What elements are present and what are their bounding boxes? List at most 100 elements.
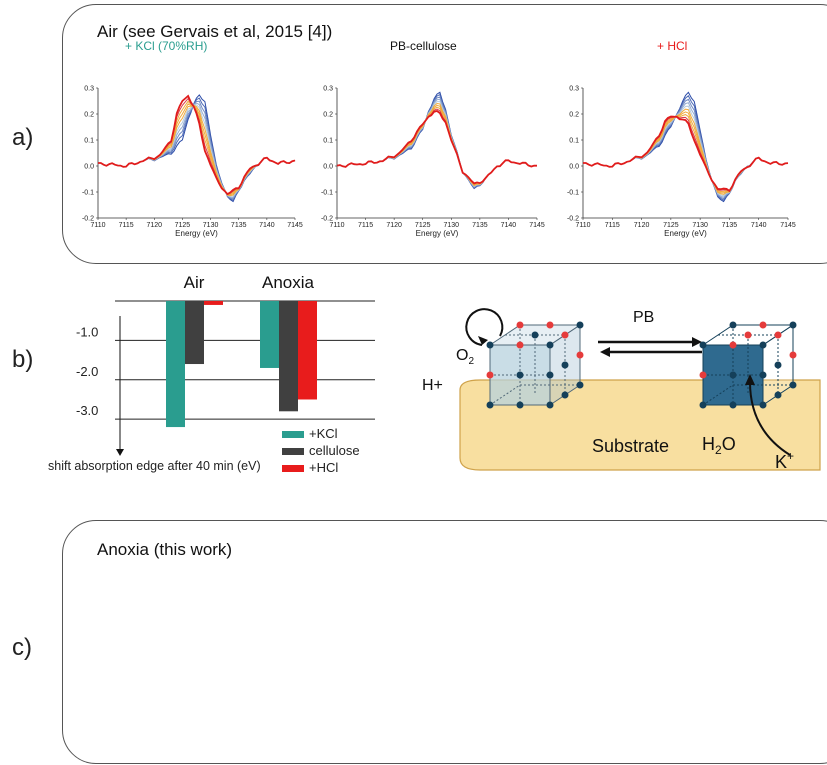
water-label: H2O bbox=[702, 434, 736, 457]
x-tick-label: 7115 bbox=[605, 222, 620, 229]
x-tick-label: 7140 bbox=[751, 222, 767, 229]
spectrum-curve-a3-7 bbox=[583, 114, 789, 193]
x-tick-label: 7115 bbox=[358, 222, 373, 229]
bar-group-label: Air bbox=[184, 273, 205, 292]
x-tick-label: 7120 bbox=[146, 222, 162, 229]
x-tick-label: 7135 bbox=[231, 222, 247, 229]
kplus-label: K+ bbox=[775, 449, 794, 472]
y-tick-label: 0.1 bbox=[569, 138, 579, 145]
panel-c-label: c) bbox=[12, 634, 32, 661]
y-tick-label: -0.1 bbox=[321, 190, 333, 197]
panel-a-title: Air (see Gervais et al, 2015 [4]) bbox=[97, 22, 333, 41]
x-tick-label: 7130 bbox=[443, 222, 459, 229]
legend-swatch-2 bbox=[282, 465, 304, 472]
y-tick-label: 0.2 bbox=[323, 112, 333, 119]
x-tick-label: 7125 bbox=[175, 222, 191, 229]
spectrum-curve-a2-5 bbox=[336, 102, 538, 187]
pb-label: PB bbox=[633, 309, 654, 326]
bar-chart-b: -1.0 -2.0 -3.0 Air Anoxia +KCl cellulose +HCl bbox=[76, 273, 375, 475]
x-tick-label: 7130 bbox=[692, 222, 708, 229]
y-tick-label: -0.1 bbox=[567, 190, 579, 197]
spectrum-curve-a2-3 bbox=[336, 98, 538, 188]
y-tick-label: 0.1 bbox=[84, 138, 94, 145]
x-tick-label: 7140 bbox=[259, 222, 275, 229]
pb-diagram: Substrate O2 H+ bbox=[422, 308, 821, 472]
bar-air-1 bbox=[185, 301, 204, 365]
o2-label: O2 bbox=[456, 347, 474, 367]
y-tick-label: -0.2 bbox=[321, 216, 333, 223]
legend-label-0: +KCl bbox=[309, 426, 338, 441]
spectrum-curve-a1-6 bbox=[98, 103, 296, 196]
spectrum-curve-a1-5 bbox=[98, 104, 296, 197]
spectrum-curve-a3-5 bbox=[583, 108, 789, 195]
spectrum-curve-a2-4 bbox=[336, 101, 538, 187]
x-tick-label: 7145 bbox=[287, 222, 303, 229]
panel-a-label: a) bbox=[12, 124, 34, 151]
legend-swatch-1 bbox=[282, 448, 304, 455]
bar-anoxia-2 bbox=[298, 301, 317, 400]
x-tick-label: 7110 bbox=[90, 222, 105, 229]
bar-group-label: Anoxia bbox=[262, 273, 315, 292]
bar-air-2 bbox=[204, 301, 223, 305]
plot-a3: + HCl -0.2 -0.1 0.0 0.1 0.2 0.3 7110 7115 7120 712… bbox=[567, 39, 796, 238]
plot-a1: + KCl (70%RH) -0.2 -0.1 0.0 0.1 0.2 0.3 7110 711… bbox=[82, 39, 303, 238]
panel-c-title: Anoxia (this work) bbox=[97, 540, 233, 559]
plot-a2: PB-cellulose -0.2 -0.1 0.0 0.1 0.2 0.3 7110 7115… bbox=[321, 39, 545, 238]
spectrum-curve-a2-9 bbox=[336, 110, 538, 185]
panel-c-box bbox=[62, 520, 827, 764]
bar-tick-label: -2.0 bbox=[76, 364, 98, 379]
bar-air-0 bbox=[166, 301, 185, 428]
y-tick-label: 0.0 bbox=[84, 164, 94, 171]
x-axis-label-a2: Energy (eV) bbox=[416, 229, 459, 238]
bar-tick-label: -3.0 bbox=[76, 403, 98, 418]
x-tick-label: 7125 bbox=[663, 222, 679, 229]
plot-title-a1: + KCl (70%RH) bbox=[125, 39, 207, 53]
spectrum-curve-a2-8 bbox=[336, 108, 538, 185]
spectrum-curve-a2-6 bbox=[336, 104, 538, 186]
x-axis-label-a1: Energy (eV) bbox=[175, 229, 218, 238]
left-cube bbox=[486, 321, 584, 409]
kplus-arrow bbox=[749, 381, 791, 456]
x-tick-label: 7145 bbox=[529, 222, 545, 229]
x-tick-label: 7135 bbox=[722, 222, 738, 229]
y-tick-label: 0.3 bbox=[569, 86, 579, 93]
bar-anoxia-1 bbox=[279, 301, 298, 412]
bar-ylabel: shift absorption edge after 40 min (eV) bbox=[48, 459, 261, 473]
bar-tick-label: -1.0 bbox=[76, 324, 98, 339]
x-tick-label: 7120 bbox=[634, 222, 650, 229]
y-tick-label: 0.1 bbox=[323, 138, 333, 145]
x-tick-label: 7125 bbox=[415, 222, 431, 229]
x-tick-label: 7130 bbox=[203, 222, 219, 229]
x-tick-label: 7145 bbox=[780, 222, 796, 229]
spectrum-curve-a1-3 bbox=[98, 102, 296, 199]
x-tick-label: 7110 bbox=[329, 222, 344, 229]
bar-y-arrow bbox=[116, 449, 124, 456]
x-tick-label: 7120 bbox=[386, 222, 402, 229]
spectrum-curve-a2-7 bbox=[336, 106, 538, 186]
panel-b-label: b) bbox=[12, 346, 34, 373]
right-cube bbox=[699, 321, 797, 409]
spectrum-curve-a1-9 bbox=[98, 94, 296, 196]
spectrum-curve-a3-3 bbox=[583, 102, 789, 198]
y-tick-label: 0.2 bbox=[84, 112, 94, 119]
y-tick-label: -0.1 bbox=[82, 190, 94, 197]
x-tick-label: 7140 bbox=[501, 222, 517, 229]
bar-anoxia-0 bbox=[260, 301, 279, 368]
spectrum-curve-a1-4 bbox=[98, 104, 296, 197]
substrate-label: Substrate bbox=[592, 436, 669, 456]
spectrum-curve-a3-9 bbox=[583, 115, 789, 193]
y-tick-label: 0.3 bbox=[84, 86, 94, 93]
y-tick-label: 0.2 bbox=[569, 112, 579, 119]
hplus-label: H+ bbox=[422, 377, 443, 394]
y-tick-label: 0.3 bbox=[323, 86, 333, 93]
spectrum-curve-a3-6 bbox=[583, 111, 789, 194]
legend-label-2: +HCl bbox=[309, 460, 338, 475]
spectrum-curve-a3-8 bbox=[583, 116, 789, 192]
y-tick-label: 0.0 bbox=[323, 164, 333, 171]
x-tick-label: 7110 bbox=[575, 222, 590, 229]
plot-title-a3: + HCl bbox=[657, 39, 687, 53]
x-axis-label-a3: Energy (eV) bbox=[664, 229, 707, 238]
plot-title-a2: PB-cellulose bbox=[390, 39, 457, 53]
legend-label-1: cellulose bbox=[309, 443, 360, 458]
legend-swatch-0 bbox=[282, 431, 304, 438]
